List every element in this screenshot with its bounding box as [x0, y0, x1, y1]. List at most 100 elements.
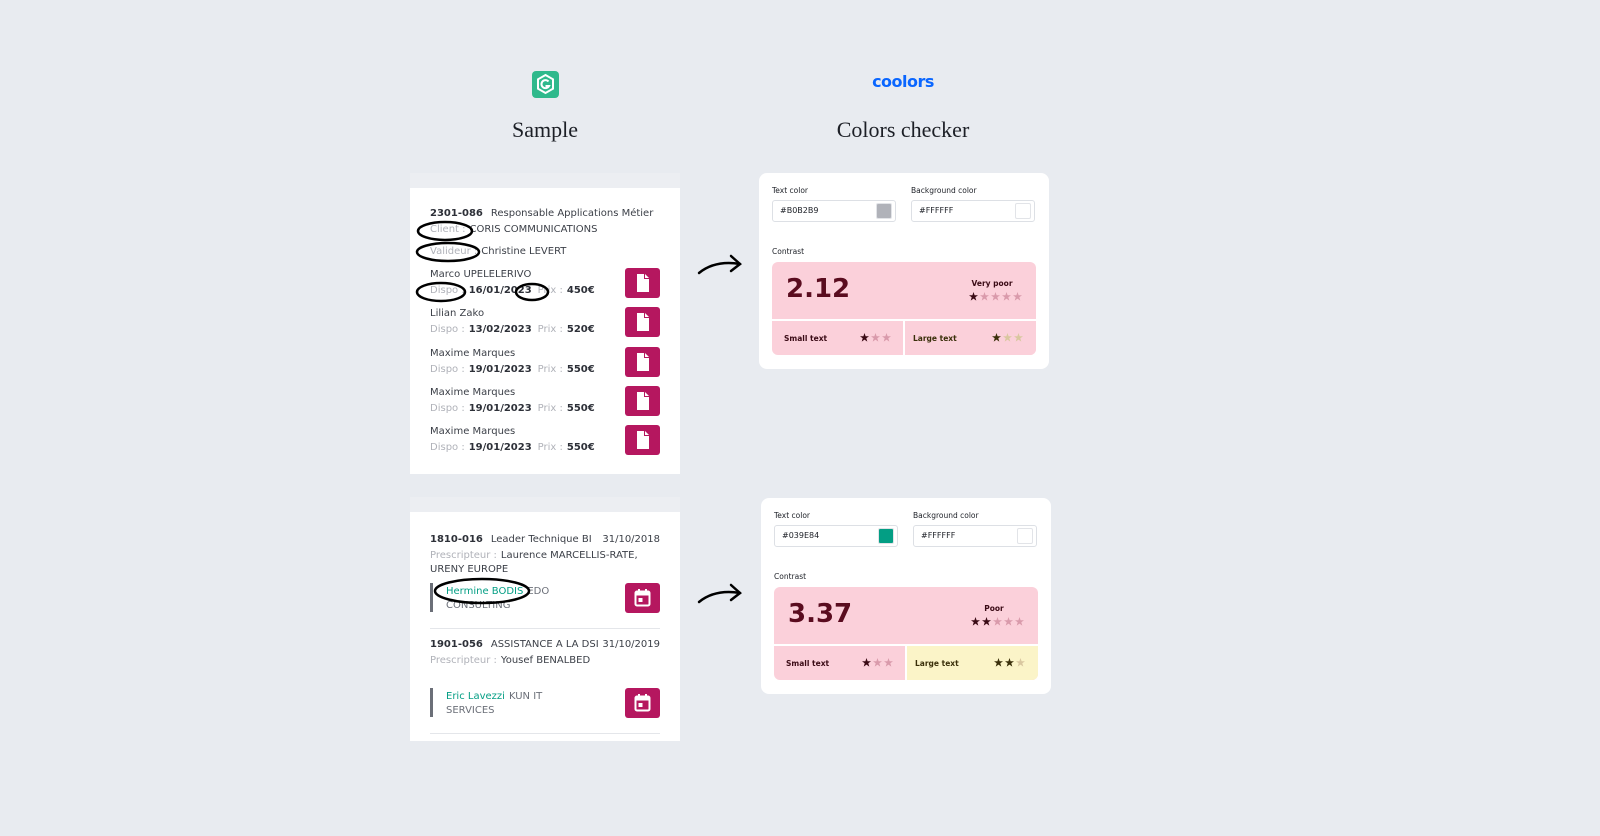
text-row: 1901-056 ASSISTANCE A LA DSI — [430, 639, 599, 651]
large-text-panel: Large text — [905, 321, 1036, 355]
sample-panel: 1810-016 Leader Technique BI 31/10/2018 Pre… — [410, 497, 680, 741]
field-label: Dispo : — [430, 402, 465, 414]
contact-bar — [430, 688, 433, 717]
candidate-name: Maxime Marques — [430, 347, 516, 359]
field-label: Dispo : — [430, 363, 465, 375]
star — [1004, 617, 1013, 626]
field-label: Background color — [911, 186, 977, 195]
star — [1013, 292, 1022, 301]
color-input[interactable]: #FFFFFF — [913, 525, 1037, 547]
divider — [905, 644, 907, 680]
calendar-button[interactable] — [625, 688, 660, 718]
candidate-name: Maxime Marques — [430, 426, 516, 438]
mission-date: 31/10/2019 — [602, 639, 660, 650]
size-label: Large text — [913, 334, 957, 343]
text-row: Marco UPELELERIVO — [430, 269, 531, 281]
color-hex: #FFFFFF — [921, 531, 956, 540]
field-label: Contrast — [774, 572, 807, 581]
star — [862, 658, 871, 667]
color-input[interactable]: #039E84 — [774, 525, 898, 547]
star-rating — [994, 658, 1025, 667]
mission-job: Leader Technique BI — [490, 534, 592, 545]
dispo-date: 19/01/2023 — [468, 402, 532, 414]
company-name: EDO CONSULTING — [446, 586, 550, 611]
star-rating — [862, 658, 893, 667]
star — [993, 617, 1002, 626]
rating: Very poor — [971, 279, 1013, 288]
text-row: Dispo :19/01/2023 Prix :550€ — [430, 364, 595, 376]
text-row: Dispo :13/02/2023 Prix :520€ — [430, 324, 595, 336]
size-label: Small text — [786, 659, 830, 668]
field-label: Dispo : — [430, 324, 465, 336]
sample-panel: 2301-086 Responsable Applications Métier C… — [410, 173, 680, 474]
mission-ref: 1810-016 — [430, 534, 483, 545]
contact: Eric Lavezzi KUN IT SERVICES — [446, 690, 556, 717]
text-row: Valideur : Christine LEVERT — [430, 246, 566, 258]
contrast-panel: 3.37 Poor Small text Large text — [774, 587, 1038, 680]
star — [1002, 292, 1011, 301]
section-title: Colors checker — [836, 117, 970, 142]
size-label: Large text — [915, 659, 959, 668]
star — [1014, 333, 1023, 342]
prescriber-name: Laurence MARCELLIS-RATE, URENY EUROPE — [430, 550, 638, 575]
document-button[interactable] — [625, 346, 660, 377]
text-row: Lilian Zako — [430, 308, 484, 320]
field-label: Contrast — [772, 247, 805, 256]
section-title: Sample — [512, 117, 578, 142]
mission-date: 31/10/2018 — [602, 534, 660, 545]
document-button[interactable] — [625, 425, 660, 456]
document-button[interactable] — [625, 385, 660, 416]
star — [871, 333, 880, 342]
calendar-button[interactable] — [625, 583, 660, 613]
star — [1005, 658, 1014, 667]
star — [994, 658, 1003, 667]
star-rating — [992, 333, 1023, 342]
color-input[interactable]: #FFFFFF — [911, 200, 1035, 222]
contact-name: Hermine BODIS — [446, 586, 524, 597]
text-row: Maxime Marques — [430, 426, 515, 438]
dispo-date: 19/01/2023 — [468, 363, 532, 375]
contrast-ratio: 2.12 — [786, 274, 851, 304]
star — [980, 292, 989, 301]
document-button[interactable] — [625, 307, 660, 338]
star — [884, 658, 893, 667]
contact-bar — [430, 583, 433, 612]
contact: Hermine BODIS EDO CONSULTING — [446, 585, 556, 612]
price: 550€ — [566, 402, 595, 414]
price: 520€ — [566, 324, 595, 336]
field-label: Valideur : — [430, 246, 478, 257]
text-row: 2301-086 Responsable Applications Métier — [430, 208, 653, 220]
color-swatch — [1017, 528, 1033, 544]
field-label: Dispo : — [430, 285, 465, 296]
contact-name: Eric Lavezzi — [446, 691, 505, 702]
star — [860, 333, 869, 342]
field-label: Client : — [430, 224, 466, 235]
text-row: 1810-016 Leader Technique BI — [430, 534, 592, 546]
color-input[interactable]: #B0B2B9 — [772, 200, 896, 222]
company-name: KUN IT SERVICES — [446, 691, 543, 716]
text-row: Maxime Marques — [430, 348, 515, 360]
prescriber: Prescripteur : Yousef BENALBED — [430, 654, 662, 668]
candidate-name: Maxime Marques — [430, 386, 516, 398]
size-label: Small text — [784, 334, 828, 343]
color-hex: #039E84 — [782, 531, 820, 540]
separator — [430, 628, 660, 629]
dispo-date: 13/02/2023 — [468, 324, 532, 336]
field-label: Prix : — [537, 285, 563, 296]
field-label: Prix : — [537, 442, 563, 454]
document-button[interactable] — [625, 268, 660, 298]
star — [982, 617, 991, 626]
panel-header — [410, 497, 680, 512]
star — [971, 617, 980, 626]
large-text-panel: Large text — [907, 646, 1038, 680]
star — [969, 292, 978, 301]
price: 550€ — [566, 363, 595, 375]
star — [882, 333, 891, 342]
text-row: Dispo :16/01/2023 Prix :450€ — [430, 285, 595, 297]
star — [991, 292, 1000, 301]
star — [1016, 658, 1025, 667]
color-swatch — [876, 203, 892, 219]
rating: Poor — [984, 604, 1004, 613]
